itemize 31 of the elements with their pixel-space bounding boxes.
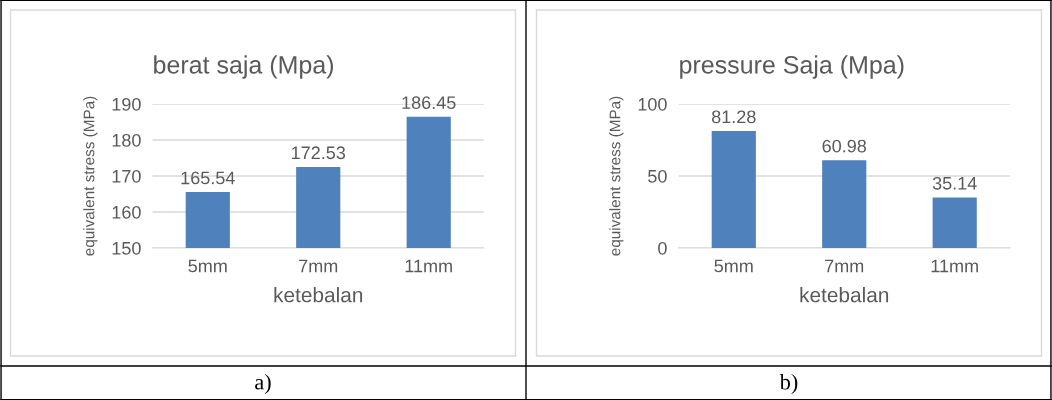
chart-title: pressure Saja (Mpa) [680,55,904,79]
x-tick-label: 7mm [825,259,864,273]
data-label: 60.98 [822,139,867,153]
y-tick-label: 50 [648,169,667,183]
y-axis-title: equivalent stress (MPa) [83,96,98,256]
bar [822,160,867,248]
x-tick-label: 11mm [405,259,452,273]
x-tick-label: 11mm [931,259,978,273]
x-axis-title: ketebalan [800,287,889,303]
data-label: 35.14 [932,176,977,190]
text: a) [255,373,271,395]
y-tick-label: 100 [638,97,667,111]
bar [932,197,977,248]
data-label: 172.53 [292,146,346,160]
y-tick-label: 180 [112,133,141,147]
y-tick-label: 190 [112,97,141,111]
chart-title: berat saja (Mpa) [154,55,334,79]
x-tick-label: 7mm [299,259,338,273]
text: b) [779,373,798,395]
x-axis-title: ketebalan [274,287,363,303]
y-tick-label: 160 [112,205,141,219]
data-label: 81.28 [711,110,756,124]
x-tick-label: 5mm [188,259,227,273]
y-tick-label: 150 [112,241,141,255]
bar [711,130,756,248]
x-tick-label: 5mm [714,259,753,273]
data-label: 186.45 [402,96,456,110]
y-tick-label: 170 [112,169,141,183]
data-label: 165.54 [181,171,235,185]
y-axis-title: equivalent stress (MPa) [609,96,624,256]
y-tick-label: 0 [658,241,667,255]
